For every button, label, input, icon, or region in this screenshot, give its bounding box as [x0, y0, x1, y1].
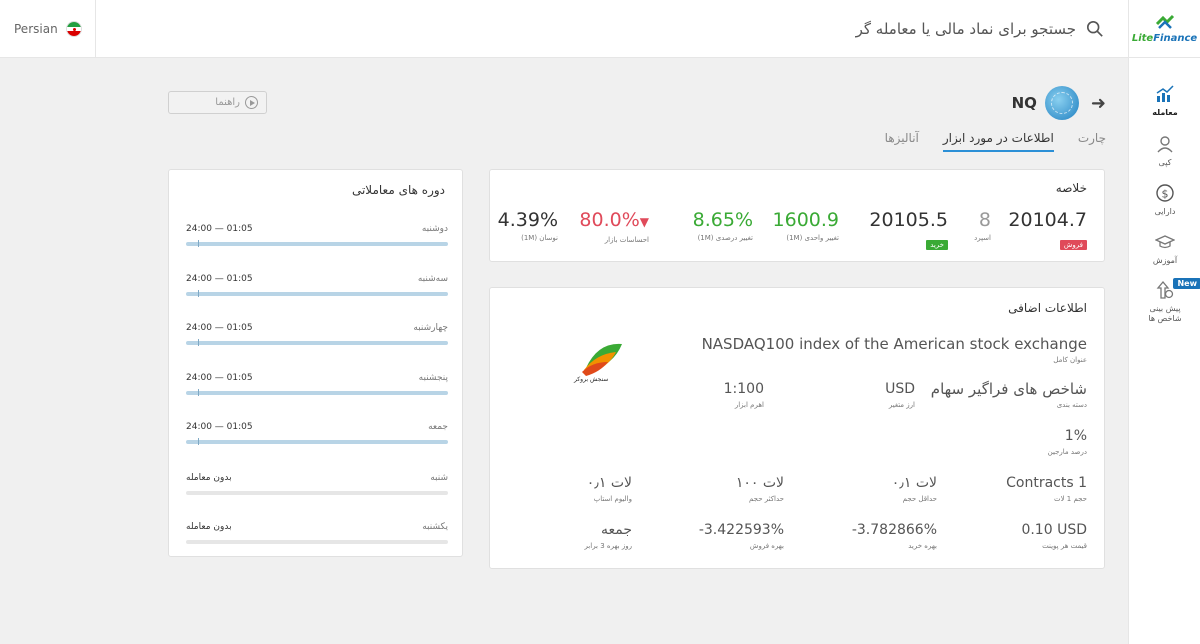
period-row: جمعه 01:05 — 24:00 [186, 422, 448, 452]
buy-badge: خرید [926, 240, 948, 250]
trading-periods-card: دوره های معاملاتی دوشنبه 01:05 — 24:00 س… [168, 169, 463, 557]
sidebar-item-index-forecast[interactable]: New پیش بینی شاخص ها [1129, 278, 1200, 324]
max-volume: ۱۰۰ لات حداکثر حجم [735, 475, 784, 503]
logo-text: LiteFinance [1131, 33, 1198, 44]
volatility: 4.39% نوسان (1M) [497, 209, 558, 242]
svg-text:$: $ [1162, 188, 1169, 201]
period-row: سه‌شنبه 01:05 — 24:00 [186, 274, 448, 304]
index-forecast-icon [1156, 280, 1174, 299]
lot-size: Contracts 1 حجم 1 لات [1006, 475, 1087, 503]
sidebar-item-label: معامله [1152, 108, 1178, 117]
down-arrow-icon: ▼ [639, 215, 649, 229]
period-bar [186, 292, 448, 296]
sidebar-item-assets[interactable]: $ دارایی [1129, 183, 1200, 217]
logo-icon [1155, 14, 1174, 29]
sell-badge: فروش [1059, 240, 1087, 250]
sidebar-item-label: آموزش [1152, 256, 1178, 265]
search-bar[interactable]: جستجو برای نماد مالی یا معامله گر [856, 0, 1122, 58]
min-volume: ۰٫۱ لات حداقل حجم [891, 475, 937, 503]
period-row: یکشنبه بدون معامله [186, 522, 448, 552]
market-sentiment: 80.0%▼ احساسات بازار [579, 209, 649, 244]
period-row: دوشنبه 01:05 — 24:00 [186, 224, 448, 254]
chart-icon [1156, 85, 1174, 102]
full-name: NASDAQ100 index of the American stock ex… [701, 335, 1087, 364]
new-badge: New [1173, 278, 1200, 289]
language-label: Persian [14, 22, 58, 36]
currency: USD ارز متغیر [885, 381, 915, 409]
point-value: 0.10 USD قیمت هر پوینت [1021, 522, 1087, 550]
sidebar-item-trade[interactable]: معامله [1129, 84, 1200, 118]
extra-info-title: اطلاعات اضافی [1008, 301, 1087, 315]
period-row: شنبه بدون معامله [186, 473, 448, 503]
right-sidebar: معامله کپی $ دارایی آموزش New پیش بینی ش… [1128, 58, 1200, 644]
user-icon [1157, 136, 1173, 153]
tab-instrument-info[interactable]: اطلاعات در مورد ابزار [942, 131, 1054, 152]
globe-icon [1044, 86, 1079, 120]
period-bar [186, 242, 448, 246]
margin-percent: 1% درصد مارجین [1047, 428, 1087, 456]
dollar-icon: $ [1156, 184, 1174, 202]
instrument-header: NQ ➜ [1012, 86, 1106, 120]
summary-title: خلاصه [1055, 181, 1087, 195]
summary-card: خلاصه 20104.7 فروش 8 اسپرد 20105.5 خرید … [489, 169, 1105, 262]
tab-analysis[interactable]: آنالیزها [884, 131, 919, 145]
search-input[interactable]: جستجو برای نماد مالی یا معامله گر [855, 20, 1076, 38]
period-row: پنجشنبه 01:05 — 24:00 [186, 373, 448, 403]
period-bar [186, 491, 448, 495]
sidebar-item-copy[interactable]: کپی [1129, 134, 1200, 168]
sidebar-item-education[interactable]: آموزش [1129, 232, 1200, 266]
broker-logo [582, 343, 622, 376]
triple-swap-day: جمعه روز بهره 3 برابر [584, 522, 632, 550]
period-row: چهارشنبه 01:05 — 24:00 [186, 323, 448, 353]
sidebar-item-label: کپی [1158, 158, 1172, 167]
language-selector[interactable]: Persian [0, 0, 96, 58]
sell-swap: -3.422593% بهره فروش [698, 522, 784, 550]
search-icon[interactable] [1086, 20, 1104, 38]
extra-info-card: اطلاعات اضافی سنجش بروکر NASDAQ100 index… [489, 287, 1105, 569]
instrument-symbol: NQ [1011, 94, 1037, 112]
broker-logo-text: سنجش بروکر [574, 376, 609, 383]
trading-periods-title: دوره های معاملاتی [351, 183, 445, 197]
sidebar-item-label: دارایی [1154, 207, 1176, 216]
buy-price: 20105.5 خرید [869, 209, 948, 250]
sell-price: 20104.7 فروش [1008, 209, 1087, 250]
buy-swap: -3.782866% بهره خرید [851, 522, 937, 550]
category: شاخص های فراگیر سهام دسته بندی [930, 380, 1087, 409]
instrument-tabs: چارت اطلاعات در مورد ابزار آنالیزها [885, 131, 1106, 152]
period-bar [186, 391, 448, 395]
tab-chart[interactable]: چارت [1077, 131, 1106, 145]
back-arrow-icon[interactable]: ➜ [1090, 92, 1106, 114]
iran-flag-icon [65, 21, 82, 37]
guide-button[interactable]: راهنما [168, 91, 267, 114]
top-bar: Persian جستجو برای نماد مالی یا معامله گ… [0, 0, 1200, 58]
spread: 8 اسپرد [974, 209, 991, 242]
period-bar [186, 540, 448, 544]
percent-change: 8.65% تغییر درصدی (1M) [692, 209, 753, 242]
period-bar [186, 341, 448, 345]
stop-volume: ۰٫۱ لات والیوم استاپ [586, 475, 632, 503]
period-bar [186, 440, 448, 444]
unit-change: 1600.9 تغییر واحدی (1M) [772, 209, 839, 242]
play-icon [245, 96, 258, 109]
sidebar-item-label: پیش بینی شاخص ها [1148, 304, 1182, 323]
graduation-cap-icon [1155, 235, 1175, 249]
guide-label: راهنما [215, 97, 240, 108]
leverage: 1:100 اهرم ابزار [723, 381, 764, 409]
litefinance-logo[interactable]: LiteFinance [1128, 0, 1200, 58]
